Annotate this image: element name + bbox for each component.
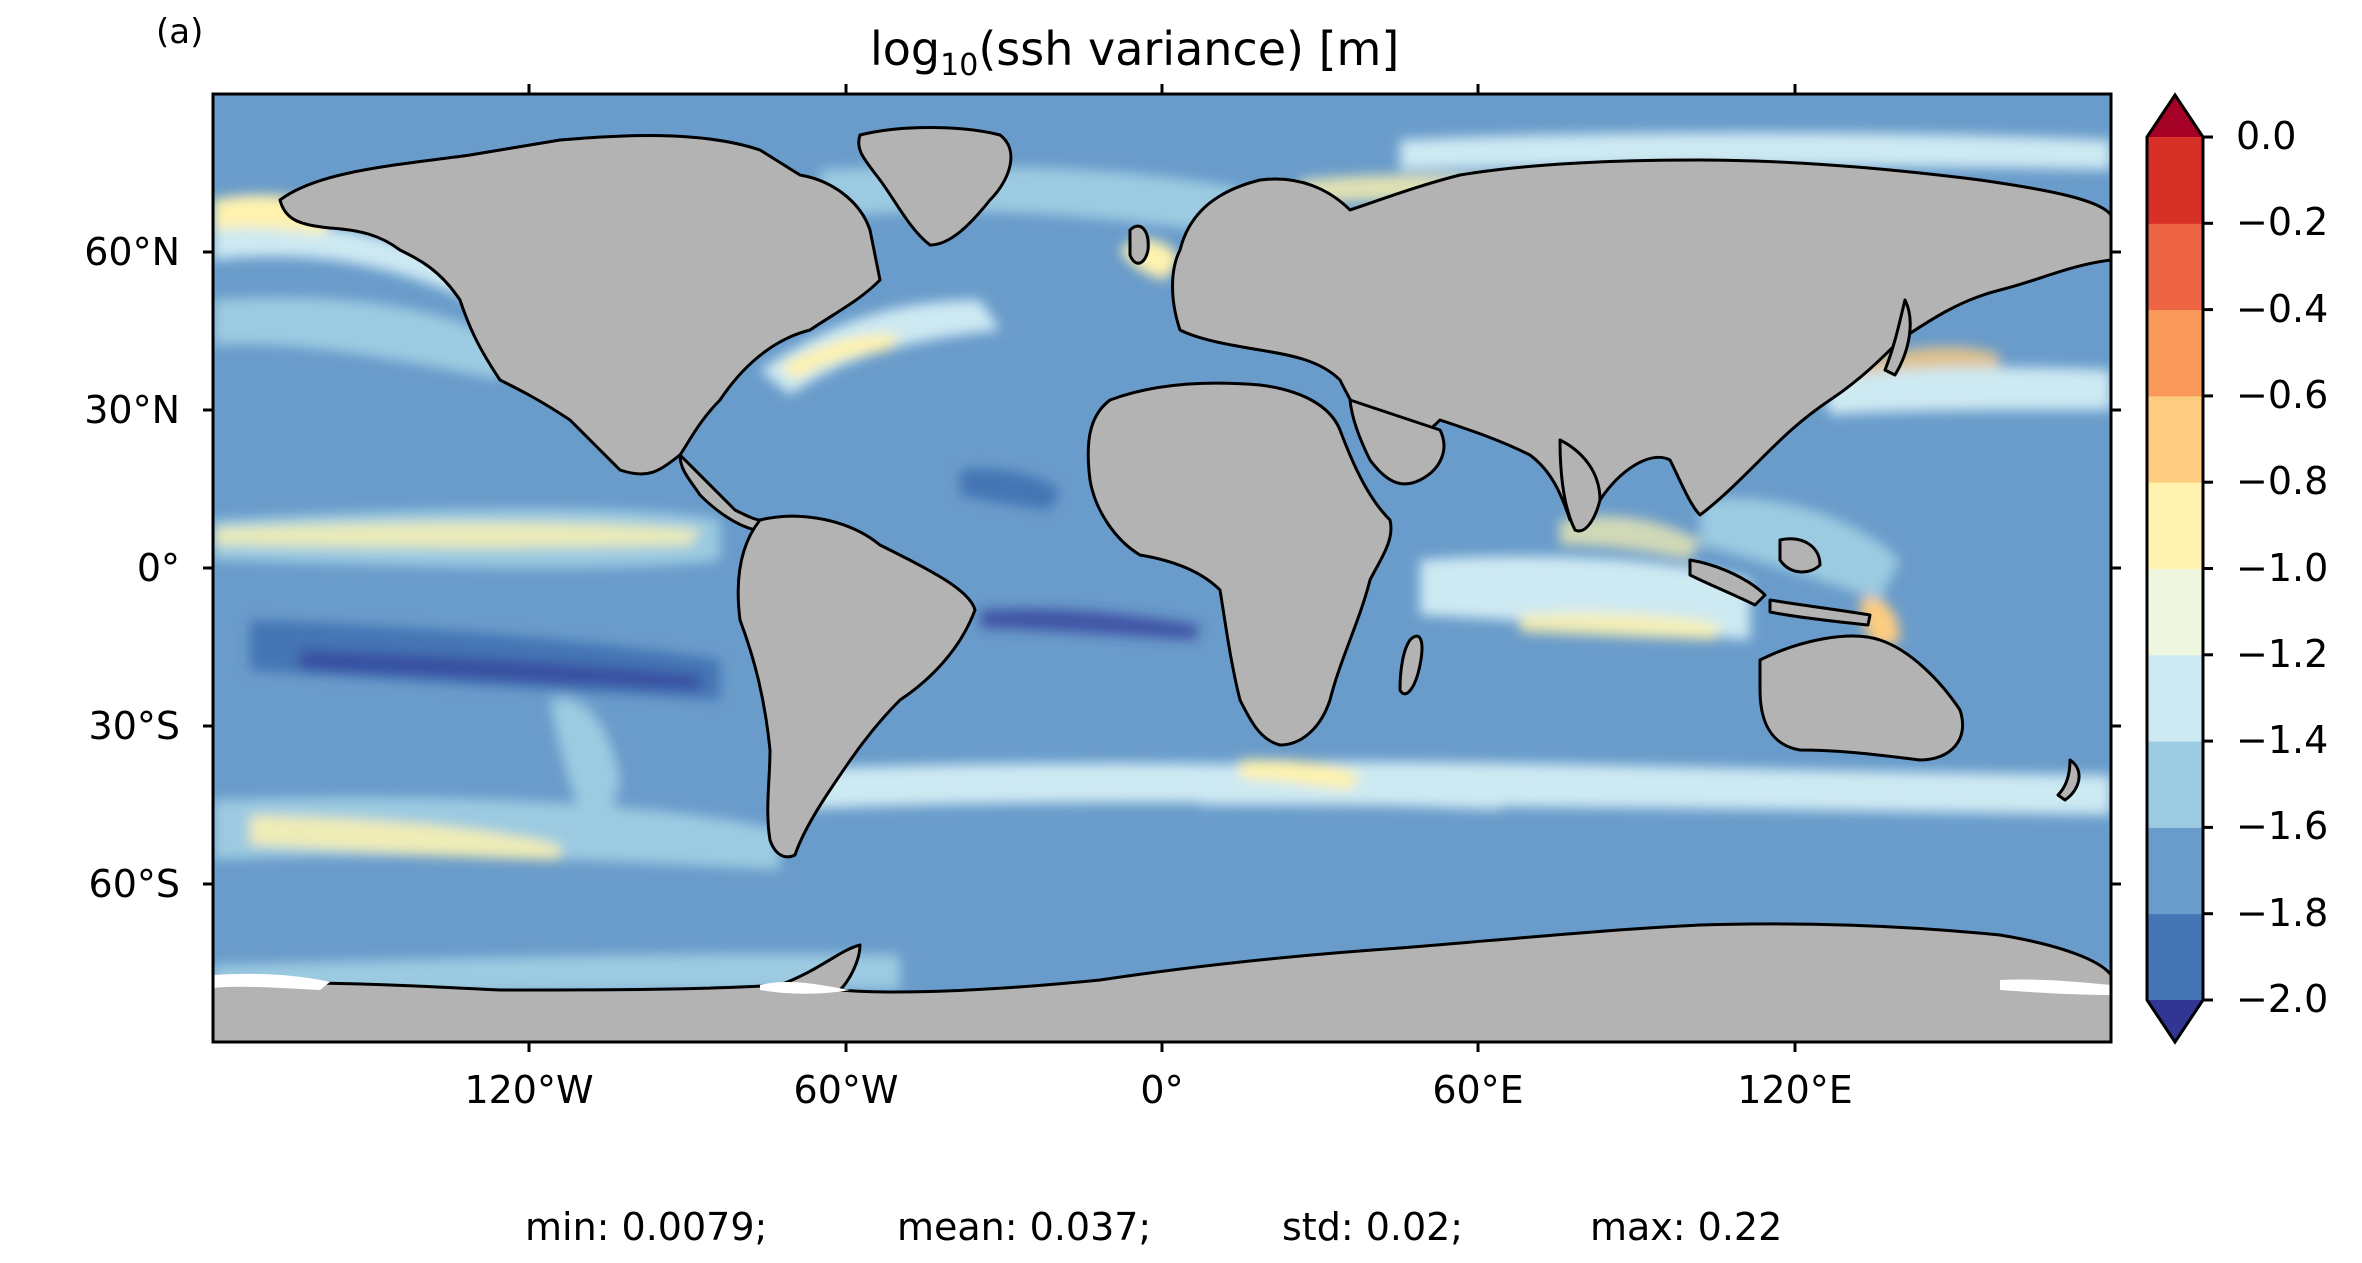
stat-max: max: 0.22 [1590, 1205, 1783, 1249]
colorbar-tick-label: −0.8 [2236, 459, 2329, 504]
lon-tick-label: 60°E [1432, 1068, 1524, 1112]
stat-mean: mean: 0.037; [897, 1205, 1152, 1249]
colorbar-tick-label: −2.0 [2236, 977, 2329, 1021]
lon-tick-marks [527, 84, 1797, 1052]
colorbar-segment [2147, 654, 2203, 742]
colorbar-tick-label: −1.6 [2236, 804, 2329, 849]
colorbar-tick-label: −0.2 [2236, 200, 2329, 245]
colorbar-tick-label: −1.4 [2236, 718, 2329, 763]
lon-tick-label: 0° [1140, 1068, 1184, 1112]
colorbar-tick-label: −1.0 [2236, 545, 2329, 590]
map-title: log10(ssh variance) [m] [870, 22, 1400, 84]
lon-tick-label: 60°W [793, 1068, 899, 1112]
colorbar-segment [2147, 223, 2203, 311]
stat-min: min: 0.0079; [525, 1205, 768, 1249]
stat-std: std: 0.02; [1282, 1205, 1464, 1249]
colorbar-tick-label: −1.2 [2236, 631, 2329, 676]
lat-tick-label: 0° [136, 546, 180, 590]
colorbar [2145, 92, 2213, 1045]
colorbar-tick-label: 0.0 [2236, 114, 2297, 158]
lat-tick-label: 30°S [88, 704, 180, 748]
lon-tick-label: 120°W [464, 1068, 594, 1112]
colorbar-tick-label: −0.6 [2236, 372, 2329, 417]
lat-tick-label: 60°N [84, 230, 180, 274]
colorbar-segment [2147, 137, 2203, 224]
lon-tick-label: 120°E [1737, 1068, 1853, 1112]
panel-label: (a) [156, 12, 204, 52]
sea-ice [213, 973, 2111, 995]
ocean-field [213, 94, 2111, 1042]
colorbar-tick-label: −0.4 [2236, 286, 2329, 331]
colorbar-segment [2147, 309, 2203, 397]
lat-tick-label: 30°N [84, 388, 180, 432]
colorbar-segment [2147, 913, 2203, 1001]
colorbar-segment [2147, 741, 2203, 828]
colorbar-segment [2147, 395, 2203, 483]
land-masses [213, 126, 2111, 1042]
colorbar-segment [2147, 482, 2203, 569]
lat-tick-marks [203, 250, 2121, 886]
lat-tick-label: 60°S [88, 862, 180, 906]
colorbar-extend-min [2147, 1000, 2203, 1042]
colorbar-extend-max [2147, 95, 2203, 137]
colorbar-tick-label: −1.8 [2236, 890, 2329, 935]
colorbar-segment [2147, 568, 2203, 656]
colorbar-segment [2147, 827, 2203, 915]
